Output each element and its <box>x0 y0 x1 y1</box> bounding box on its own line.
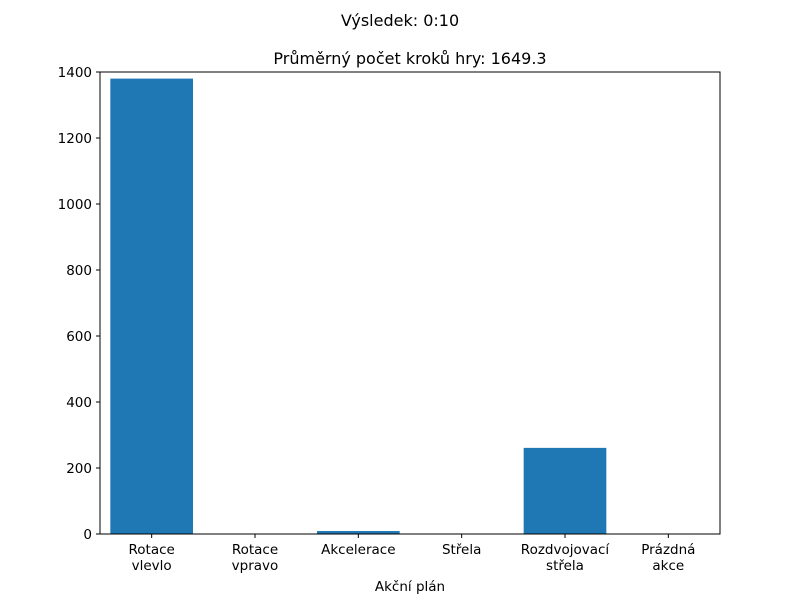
x-axis-label: Akční plán <box>375 579 445 595</box>
x-tick-label-2: Akcelerace <box>321 542 395 558</box>
bar-4 <box>523 447 607 534</box>
bars-group <box>110 78 607 534</box>
y-tick-label-5: 1000 <box>58 197 92 213</box>
x-tick-label-0: Rotace vlevlo <box>129 542 175 574</box>
y-tick-label-0: 0 <box>83 527 92 543</box>
x-tick-label-4: Rozdvojovací střela <box>521 542 611 574</box>
y-tick-label-7: 1400 <box>58 65 92 81</box>
x-tick-label-1: Rotace vpravo <box>232 542 279 574</box>
bar-2 <box>317 531 400 534</box>
bar-0 <box>110 78 193 534</box>
y-tick-label-4: 800 <box>66 263 92 279</box>
chart-title: Průměrný počet kroků hry: 1649.3 <box>273 49 546 68</box>
plot-frame <box>99 71 721 535</box>
y-axis: 0 200 400 600 800 1000 1200 1400 <box>58 65 100 543</box>
y-tick-label-6: 1200 <box>58 131 92 147</box>
chart-suptitle: Výsledek: 0:10 <box>341 11 459 30</box>
x-tick-label-3: Střela <box>442 542 481 558</box>
x-tick-label-5: Prázdná akce <box>641 542 695 574</box>
y-tick-label-2: 400 <box>66 395 92 411</box>
y-tick-label-1: 200 <box>66 461 92 477</box>
y-tick-label-3: 600 <box>66 329 92 345</box>
x-axis: Rotace vlevlo Rotace vpravo Akcelerace Střela… <box>129 534 695 574</box>
